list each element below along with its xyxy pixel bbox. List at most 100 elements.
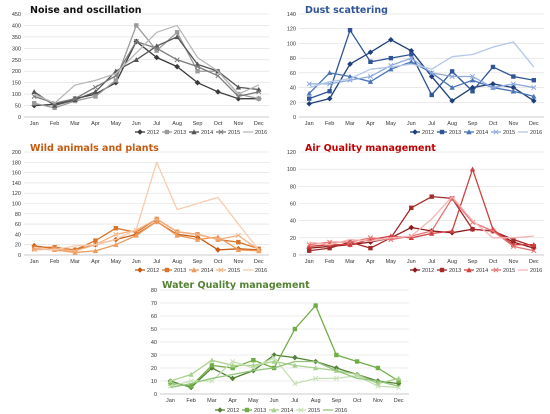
series-line	[309, 168, 534, 248]
data-point	[306, 243, 312, 249]
data-point	[511, 237, 516, 242]
data-point	[72, 248, 78, 254]
x-tick-label: Jun	[270, 398, 279, 404]
series-2014	[306, 166, 537, 249]
x-tick-label: Sep	[331, 398, 341, 404]
data-point	[194, 236, 201, 242]
series-line	[309, 39, 535, 105]
data-point	[396, 378, 401, 384]
y-tick-label: 100	[287, 41, 296, 47]
data-point	[347, 27, 353, 33]
data-point	[313, 375, 319, 381]
legend-marker	[412, 267, 418, 273]
data-point	[72, 97, 78, 103]
data-point	[215, 247, 221, 253]
legend-item: 2013	[162, 129, 186, 136]
series-2015	[31, 216, 262, 254]
series-line	[309, 195, 534, 246]
y-tick-label: 120	[287, 150, 296, 156]
data-point	[133, 232, 139, 238]
data-point	[271, 355, 277, 361]
data-point	[429, 194, 434, 199]
data-point	[229, 362, 236, 368]
data-point	[168, 381, 173, 386]
legend-marker	[218, 129, 224, 135]
data-point	[209, 357, 215, 363]
data-point	[133, 227, 139, 233]
data-point	[408, 55, 414, 61]
legend-item: 2015	[491, 129, 515, 136]
legend-item: 2015	[296, 407, 320, 414]
y-tick-label: 400	[12, 23, 21, 29]
data-point	[313, 303, 318, 308]
y-tick-label: 0	[18, 115, 21, 121]
series-line	[34, 24, 259, 109]
data-point	[510, 88, 517, 94]
y-tick-label: 20	[151, 366, 157, 372]
legend-item: 2014	[464, 267, 488, 274]
data-point	[174, 229, 180, 235]
x-tick-label: Mar	[345, 121, 355, 127]
data-point	[449, 84, 455, 90]
legend-item: 2013	[437, 267, 461, 274]
data-point	[292, 362, 298, 368]
data-point	[134, 230, 139, 235]
data-point	[113, 226, 119, 231]
data-point	[92, 89, 99, 95]
x-tick-label: Aug	[447, 121, 457, 127]
legend-marker	[439, 267, 445, 273]
series-line	[308, 61, 534, 98]
y-tick-label: 60	[290, 71, 296, 77]
y-tick-label: 0	[293, 253, 296, 259]
x-tick-label: Nov	[233, 259, 243, 265]
legend-item: 2014	[464, 129, 488, 136]
data-point	[531, 85, 537, 91]
legend-label: 2015	[503, 130, 515, 136]
data-point	[408, 235, 414, 241]
x-tick-label: May	[386, 259, 397, 265]
data-point	[327, 89, 332, 94]
data-point	[133, 38, 139, 45]
data-point	[154, 45, 160, 51]
y-tick-label: 80	[15, 212, 21, 218]
x-tick-label: Jun	[132, 121, 141, 127]
legend-marker	[466, 129, 472, 135]
legend-label: 2014	[476, 268, 488, 274]
x-tick-label: Nov	[373, 398, 383, 404]
data-point	[188, 378, 194, 384]
series-2012	[31, 38, 262, 109]
data-point	[306, 100, 313, 107]
x-tick-label: Dec	[529, 121, 539, 127]
data-point	[367, 235, 374, 241]
x-tick-label: Apr	[228, 398, 237, 404]
data-point	[306, 81, 312, 87]
y-tick-label: 80	[290, 56, 296, 62]
data-point	[368, 245, 373, 251]
legend-marker	[164, 129, 170, 135]
y-tick-label: 60	[15, 222, 21, 228]
data-point	[230, 365, 235, 371]
y-tick-label: 100	[12, 92, 21, 98]
x-tick-label: Mar	[70, 121, 80, 127]
x-tick-label: Feb	[325, 259, 334, 265]
y-tick-label: 80	[290, 184, 296, 190]
x-tick-label: Aug	[311, 398, 321, 404]
legend-item: 2016	[323, 408, 347, 414]
legend: 2012 2013 2014 2015 2016	[410, 129, 542, 136]
legend-label: 2015	[503, 268, 515, 274]
data-point	[470, 89, 475, 94]
data-point	[347, 242, 353, 247]
legend-marker	[137, 267, 143, 273]
data-point	[395, 375, 402, 381]
data-point	[167, 378, 174, 384]
data-point	[470, 227, 475, 232]
data-point	[93, 238, 98, 243]
y-tick-label: 40	[290, 219, 296, 225]
legend-item: 2015	[491, 267, 515, 274]
series-2016	[309, 195, 534, 246]
data-point	[449, 69, 455, 74]
x-tick-label: Sep	[468, 259, 478, 265]
legend-marker	[466, 267, 472, 273]
series-2016	[33, 24, 260, 104]
data-point	[188, 384, 194, 389]
